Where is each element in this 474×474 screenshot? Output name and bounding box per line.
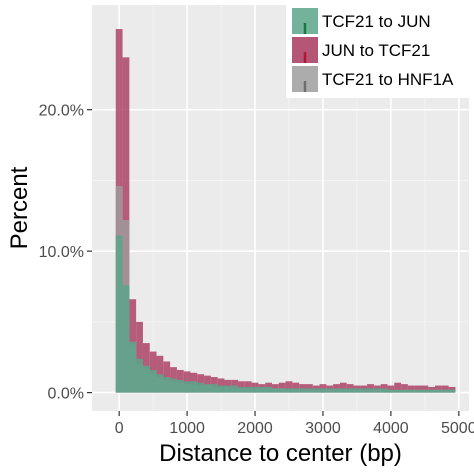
- bar-tcf21-to-jun: [176, 379, 184, 393]
- bar-tcf21-to-jun: [217, 385, 225, 393]
- bar-tcf21-to-jun: [204, 384, 211, 393]
- bar-tcf21-to-jun: [149, 369, 157, 393]
- bar-tcf21-to-jun: [373, 388, 381, 393]
- bar-jun-to-tcf21: [414, 385, 422, 393]
- legend: TCF21 to JUN JUN to TCF21 TCF21 to HNF1A: [286, 5, 474, 98]
- histogram-bars: [115, 29, 456, 393]
- bar-tcf21-to-jun: [292, 388, 300, 393]
- bar-tcf21-to-jun: [163, 377, 171, 393]
- bar-tcf21-to-jun: [285, 388, 293, 393]
- bar-tcf21-to-jun: [448, 389, 456, 393]
- y-tick-label: 20.0%: [39, 103, 84, 120]
- bar-tcf21-to-jun: [299, 388, 306, 393]
- legend-label: TCF21 to JUN: [322, 12, 431, 31]
- bar-jun-to-tcf21: [278, 382, 286, 393]
- x-tick-label: 1000: [169, 420, 205, 437]
- bar-jun-to-tcf21: [387, 385, 395, 393]
- bar-tcf21-to-jun: [367, 388, 374, 393]
- bar-jun-to-tcf21: [136, 321, 143, 393]
- bar-tcf21-to-jun: [265, 386, 273, 393]
- bar-jun-to-tcf21: [217, 378, 225, 393]
- bar-jun-to-tcf21: [441, 385, 449, 393]
- bar-tcf21-to-jun: [333, 388, 340, 393]
- axis-ticks: [87, 109, 460, 416]
- bar-tcf21-to-jun: [414, 389, 422, 393]
- bar-tcf21-to-jun: [312, 388, 320, 393]
- bar-tcf21-to-jun: [421, 389, 429, 393]
- bar-tcf21-to-jun: [258, 386, 266, 393]
- bar-tcf21-to-jun: [115, 235, 123, 393]
- bar-tcf21-to-jun: [435, 389, 442, 393]
- x-tick-label: 5000: [441, 420, 474, 437]
- bar-jun-to-tcf21: [394, 382, 402, 393]
- bar-tcf21-to-jun: [394, 389, 402, 393]
- bar-jun-to-tcf21: [156, 355, 164, 393]
- y-tick-label: 10.0%: [39, 244, 84, 261]
- bar-jun-to-tcf21: [435, 385, 442, 393]
- y-tick-label: 0.0%: [48, 386, 84, 403]
- bar-tcf21-to-jun: [441, 389, 449, 393]
- bar-jun-to-tcf21: [401, 384, 408, 393]
- y-axis-title: Percent: [6, 166, 33, 249]
- bar-tcf21-to-jun: [326, 388, 334, 393]
- bar-tcf21-to-jun: [346, 388, 354, 393]
- bar-jun-to-tcf21: [285, 381, 293, 393]
- x-tick-label: 0: [115, 420, 124, 437]
- bar-tcf21-to-jun: [407, 389, 415, 393]
- bar-tcf21-to-jun: [183, 381, 191, 393]
- bar-tcf21-to-jun: [156, 374, 164, 393]
- bar-jun-to-tcf21: [421, 385, 429, 393]
- bar-tcf21-to-jun: [231, 385, 239, 393]
- bar-tcf21-to-jun: [238, 386, 245, 393]
- x-axis-title: Distance to center (bp): [159, 440, 402, 467]
- bar-tcf21-to-jun: [122, 285, 130, 393]
- bar-tcf21-to-jun: [278, 388, 286, 393]
- bar-jun-to-tcf21: [407, 385, 415, 393]
- x-tick-label: 2000: [237, 420, 273, 437]
- legend-label: JUN to TCF21: [322, 41, 430, 60]
- bar-tcf21-to-jun: [224, 385, 232, 393]
- legend-label: TCF21 to HNF1A: [322, 70, 454, 89]
- bar-tcf21-to-jun: [244, 386, 252, 393]
- bar-tcf21-to-jun: [190, 381, 198, 393]
- bar-tcf21-to-jun: [305, 388, 313, 393]
- bar-tcf21-to-jun: [380, 388, 388, 393]
- bar-tcf21-to-jun: [387, 389, 395, 393]
- tick-labels: 0 1000 2000 3000 4000 5000 0.0% 10.0% 20.0%: [39, 103, 474, 437]
- bar-jun-to-tcf21: [292, 382, 300, 393]
- bar-tcf21-to-jun: [360, 388, 368, 393]
- bar-tcf21-to-jun: [210, 384, 218, 393]
- bar-tcf21-to-jun: [136, 358, 143, 393]
- bar-tcf21-to-jun: [142, 365, 150, 393]
- bar-tcf21-to-jun: [401, 389, 408, 393]
- bar-tcf21-to-jun: [272, 388, 279, 393]
- bar-tcf21-to-jun: [428, 389, 436, 393]
- x-tick-label: 3000: [305, 420, 341, 437]
- bar-tcf21-to-jun: [129, 341, 137, 393]
- bar-tcf21-to-jun: [339, 388, 347, 393]
- x-tick-label: 4000: [373, 420, 409, 437]
- bar-tcf21-to-jun: [353, 388, 361, 393]
- bar-tcf21-to-jun: [170, 378, 177, 393]
- bar-tcf21-to-jun: [197, 382, 205, 393]
- bar-jun-to-tcf21: [339, 382, 347, 393]
- bar-tcf21-to-jun: [319, 388, 327, 393]
- bar-tcf21-to-jun: [251, 386, 259, 393]
